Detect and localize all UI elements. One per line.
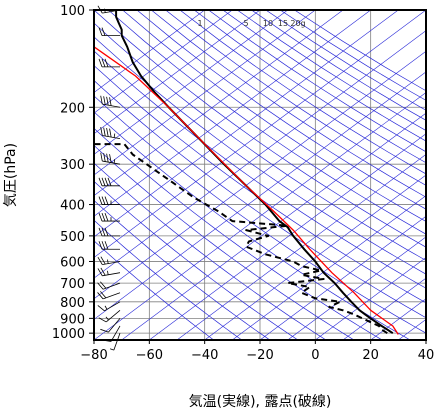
wind-barb: [98, 27, 120, 36]
skew-isotherm-line: [94, 10, 371, 217]
dry-adiabat-line: [122, 10, 426, 222]
skew-isotherm-line: [94, 10, 261, 135]
x-axis-label: 気温(実線), 露点(破線): [189, 394, 332, 410]
dry-adiabat-line: [165, 10, 426, 186]
y-tick-label: 1000: [52, 327, 85, 342]
dry-adiabat-line: [94, 240, 214, 340]
mixing-ratio-label: 1: [197, 19, 202, 28]
dry-adiabat-line: [94, 111, 411, 340]
wind-barb: [97, 291, 121, 300]
dry-adiabat-line: [136, 10, 426, 210]
dry-adiabat-line: [179, 10, 426, 175]
x-tick-label: 20: [362, 348, 379, 363]
dry-adiabat-line: [208, 10, 426, 153]
skew-isotherm-line: [94, 10, 426, 258]
skew-isotherm-line: [94, 10, 233, 114]
wind-barb: [98, 241, 120, 250]
x-tick-label: 40: [418, 348, 435, 363]
y-axis-label: 気圧(hPa): [3, 143, 19, 207]
dry-adiabat-line: [94, 127, 383, 340]
skew-isotherm-line: [398, 318, 426, 340]
wind-barb: [100, 126, 121, 139]
background-lines: [94, 10, 426, 340]
mixing-ratio-label: 15: [278, 19, 288, 28]
skew-isotherm-line: [94, 50, 426, 300]
parcel-line: [94, 46, 399, 335]
wind-barb: [100, 318, 121, 333]
dry-adiabat-line: [94, 10, 426, 248]
x-tick-label: −80: [80, 348, 107, 363]
dry-adiabat-line: [94, 219, 243, 340]
tick-labels: −80 −60 −40 −20 0 20 40 100 200 300 400 500 600 700 80…: [52, 4, 434, 363]
skew-isotherm-line: [94, 71, 426, 320]
wind-barb: [97, 256, 121, 265]
skew-isotherm-line: [232, 195, 426, 340]
dry-adiabat-line: [94, 180, 299, 340]
skew-isotherm-line: [94, 10, 344, 196]
x-tick-label: −40: [191, 348, 218, 363]
wind-barb: [98, 310, 121, 323]
dry-adiabat-line: [108, 10, 426, 235]
y-tick-label: 500: [60, 230, 85, 245]
wind-barb: [98, 58, 120, 68]
dry-adiabat-line: [151, 10, 426, 198]
y-tick-label: 200: [60, 101, 85, 116]
wind-barb: [97, 281, 121, 290]
y-tick-label: 100: [60, 4, 85, 19]
wind-barb: [100, 95, 121, 108]
wind-barb: [97, 301, 121, 312]
skew-isotherm-line: [94, 10, 205, 93]
dry-adiabat-line: [94, 65, 426, 304]
dry-adiabat-line: [236, 10, 426, 131]
mixing-ratio-label: 10: [263, 19, 273, 28]
mixing-ratio-label: 20g: [290, 19, 305, 28]
skew-isotherm-line: [94, 92, 426, 340]
wind-barb: [98, 212, 120, 222]
mixing-ratio-label: 5: [243, 19, 248, 28]
skew-isotherm-line: [204, 174, 426, 340]
mixing-ratio-labels: 1 5 10 15 20g: [197, 19, 305, 28]
y-tick-label: 800: [60, 296, 85, 311]
skew-isotherm-line: [425, 339, 426, 340]
skew-isotherm-line: [94, 10, 288, 155]
wind-barb: [98, 177, 120, 187]
skew-isotherm-line: [176, 154, 426, 340]
wind-barb: [100, 152, 121, 165]
dry-adiabat-line: [94, 144, 355, 340]
skew-isotherm-line: [149, 133, 426, 340]
temperature-line: [115, 10, 394, 335]
wind-barb: [97, 267, 121, 277]
dry-adiabat-line: [94, 95, 426, 334]
skew-isotherm-line: [342, 277, 426, 340]
dry-adiabat-line: [94, 22, 426, 261]
dry-adiabat-line: [94, 36, 426, 275]
x-tick-label: −20: [246, 348, 273, 363]
dry-adiabat-line: [193, 10, 426, 164]
y-tick-label: 600: [60, 255, 85, 270]
y-tick-label: 900: [60, 312, 85, 327]
skew-isotherm-line: [94, 10, 399, 238]
series-layer: [94, 10, 399, 335]
wind-barb: [109, 333, 121, 351]
x-tick-label: 0: [311, 348, 319, 363]
wind-barb: [98, 227, 120, 237]
dry-adiabat-line: [94, 79, 426, 319]
y-tick-label: 700: [60, 277, 85, 292]
dewpoint-line: [94, 143, 388, 335]
wind-barb: [98, 196, 120, 205]
skew-isotherm-line: [287, 236, 426, 340]
skew-isotherm-line: [121, 112, 426, 340]
y-tick-label: 400: [60, 199, 85, 214]
x-tick-label: −60: [136, 348, 163, 363]
skew-isotherm-line: [259, 215, 426, 340]
skew-isotherm-line: [94, 30, 426, 279]
y-tick-label: 300: [60, 158, 85, 173]
skew-isotherm-line: [315, 257, 426, 340]
dry-adiabat-line: [94, 199, 271, 340]
